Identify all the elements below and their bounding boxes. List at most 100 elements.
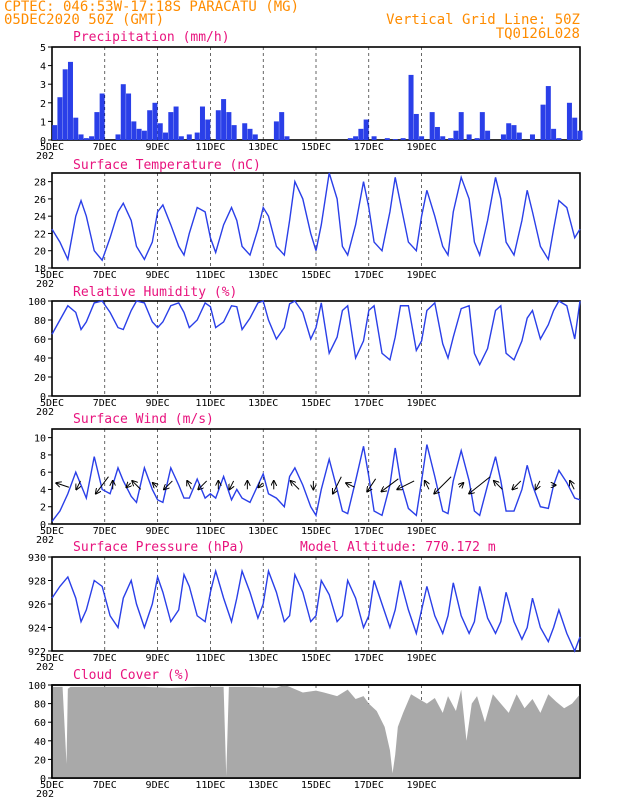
precip-ytick-label: 2 xyxy=(40,99,46,110)
precip-bar xyxy=(73,117,79,140)
precip-bar xyxy=(572,117,578,140)
run-code: TQ0126L028 xyxy=(496,26,580,42)
wind-arrow xyxy=(164,480,173,489)
wind-year-stub: 202 xyxy=(36,535,54,546)
wind-arrow xyxy=(333,476,342,494)
wind-arrow xyxy=(229,480,233,489)
wind-arrow xyxy=(132,481,142,490)
wind-series-line xyxy=(51,444,581,522)
precip-bar xyxy=(94,112,100,140)
precip-bar xyxy=(126,93,132,140)
precip-bar xyxy=(226,112,232,140)
rh-ytick-label: 40 xyxy=(34,354,46,365)
pres-series-line xyxy=(51,568,581,653)
precip-bar xyxy=(400,138,406,140)
panels: 5DEC 7DEC 9DEC 11DEC 13DEC 15DEC 17DEC 19DEC202… xyxy=(28,30,583,800)
pres-ytick-label: 926 xyxy=(28,600,46,611)
cloud-ytick-label: 100 xyxy=(28,681,46,692)
precip-xtick-label: 19DEC xyxy=(407,142,437,153)
precip-bar xyxy=(448,138,454,140)
temp-title: Surface Temperature (nC) xyxy=(73,158,261,173)
precip-bar xyxy=(551,128,557,140)
precip-bar xyxy=(434,126,440,140)
wind-arrow xyxy=(512,480,522,489)
precip-bar xyxy=(141,130,147,140)
precip-bar xyxy=(52,125,58,140)
precip-bar xyxy=(89,136,95,140)
precip-bar xyxy=(215,110,221,140)
wind-ytick-label: 6 xyxy=(40,468,46,479)
cloud-xtick-label: 19DEC xyxy=(407,780,437,791)
cloud-xtick-label: 13DEC xyxy=(248,780,278,791)
rh-panel: 5DEC 7DEC 9DEC 11DEC 13DEC 15DEC 17DEC 19DEC202… xyxy=(28,285,581,418)
precip-ytick-label: 0 xyxy=(40,136,46,147)
precip-bar xyxy=(347,138,353,140)
model-altitude-label: Model Altitude: 770.172 m xyxy=(300,540,496,555)
pres-xtick-label: 19DEC xyxy=(407,653,437,664)
precip-bar xyxy=(205,119,211,140)
precip-bar xyxy=(577,130,583,140)
cloud-xtick-label: 17DEC xyxy=(354,780,384,791)
precip-bar xyxy=(466,134,472,140)
precip-bar xyxy=(173,106,179,140)
temp-xtick-label: 9DEC xyxy=(146,270,170,281)
precip-bar xyxy=(419,136,425,140)
cloud-title: Cloud Cover (%) xyxy=(73,668,190,683)
pres-year-stub: 202 xyxy=(36,662,54,673)
precip-bar xyxy=(353,136,359,140)
wind-xtick-label: 5DEC xyxy=(40,526,64,537)
precip-bar xyxy=(500,134,506,140)
temp-year-stub: 202 xyxy=(36,279,54,290)
rh-xtick-label: 19DEC xyxy=(407,398,437,409)
temp-ytick-label: 26 xyxy=(34,195,46,206)
precip-bar xyxy=(453,130,459,140)
cloud-frame-top xyxy=(51,684,581,779)
wind-ytick-label: 2 xyxy=(40,503,46,514)
rh-xtick-label: 15DEC xyxy=(301,398,331,409)
wind-ytick-label: 10 xyxy=(34,434,46,445)
precip-bar xyxy=(83,138,89,140)
wind-arrow xyxy=(536,480,540,489)
cloud-ytick-label: 20 xyxy=(34,755,46,766)
precip-bar xyxy=(384,138,390,140)
rh-series-line xyxy=(51,300,581,367)
temp-ytick-label: 22 xyxy=(34,229,46,240)
wind-ytick-label: 0 xyxy=(40,520,46,531)
precip-year-stub: 202 xyxy=(36,151,54,162)
rh-xtick-label: 17DEC xyxy=(354,398,384,409)
pres-xtick-label: 11DEC xyxy=(195,653,225,664)
cloud-ytick-label: 0 xyxy=(40,774,46,785)
wind-arrow xyxy=(469,476,491,494)
precip-bar xyxy=(252,134,258,140)
precip-bar xyxy=(147,110,153,140)
precip-bar xyxy=(371,136,377,140)
precip-xtick-label: 17DEC xyxy=(354,142,384,153)
rh-ytick-label: 100 xyxy=(28,297,46,308)
precip-bar xyxy=(120,84,126,140)
precip-bar xyxy=(284,136,290,140)
precip-title: Precipitation (mm/h) xyxy=(73,30,230,45)
wind-arrow xyxy=(570,481,574,490)
wind-xtick-label: 17DEC xyxy=(354,526,384,537)
precip-bar xyxy=(556,138,562,140)
wind-ytick-label: 4 xyxy=(40,485,46,496)
precip-ytick-label: 1 xyxy=(40,117,46,128)
precip-xtick-label: 5DEC xyxy=(40,142,64,153)
precip-ytick-label: 5 xyxy=(40,43,46,54)
precip-bar xyxy=(99,93,105,140)
precip-bar xyxy=(231,125,237,140)
wind-arrow xyxy=(425,481,429,490)
precip-bar xyxy=(67,61,73,140)
pres-ytick-label: 928 xyxy=(28,577,46,588)
precip-bar xyxy=(136,128,142,140)
precip-bar xyxy=(199,106,205,140)
temp-ytick-label: 24 xyxy=(34,212,46,223)
rh-ytick-label: 20 xyxy=(34,373,46,384)
pres-xtick-label: 15DEC xyxy=(301,653,331,664)
precip-xtick-label: 7DEC xyxy=(93,142,117,153)
temp-panel: 5DEC 7DEC 9DEC 11DEC 13DEC 15DEC 17DEC 19DEC202… xyxy=(34,158,581,290)
temp-xtick-label: 19DEC xyxy=(407,270,437,281)
cloud-ytick-label: 40 xyxy=(34,737,46,748)
wind-arrow xyxy=(198,480,208,489)
rh-xtick-label: 5DEC xyxy=(40,398,64,409)
